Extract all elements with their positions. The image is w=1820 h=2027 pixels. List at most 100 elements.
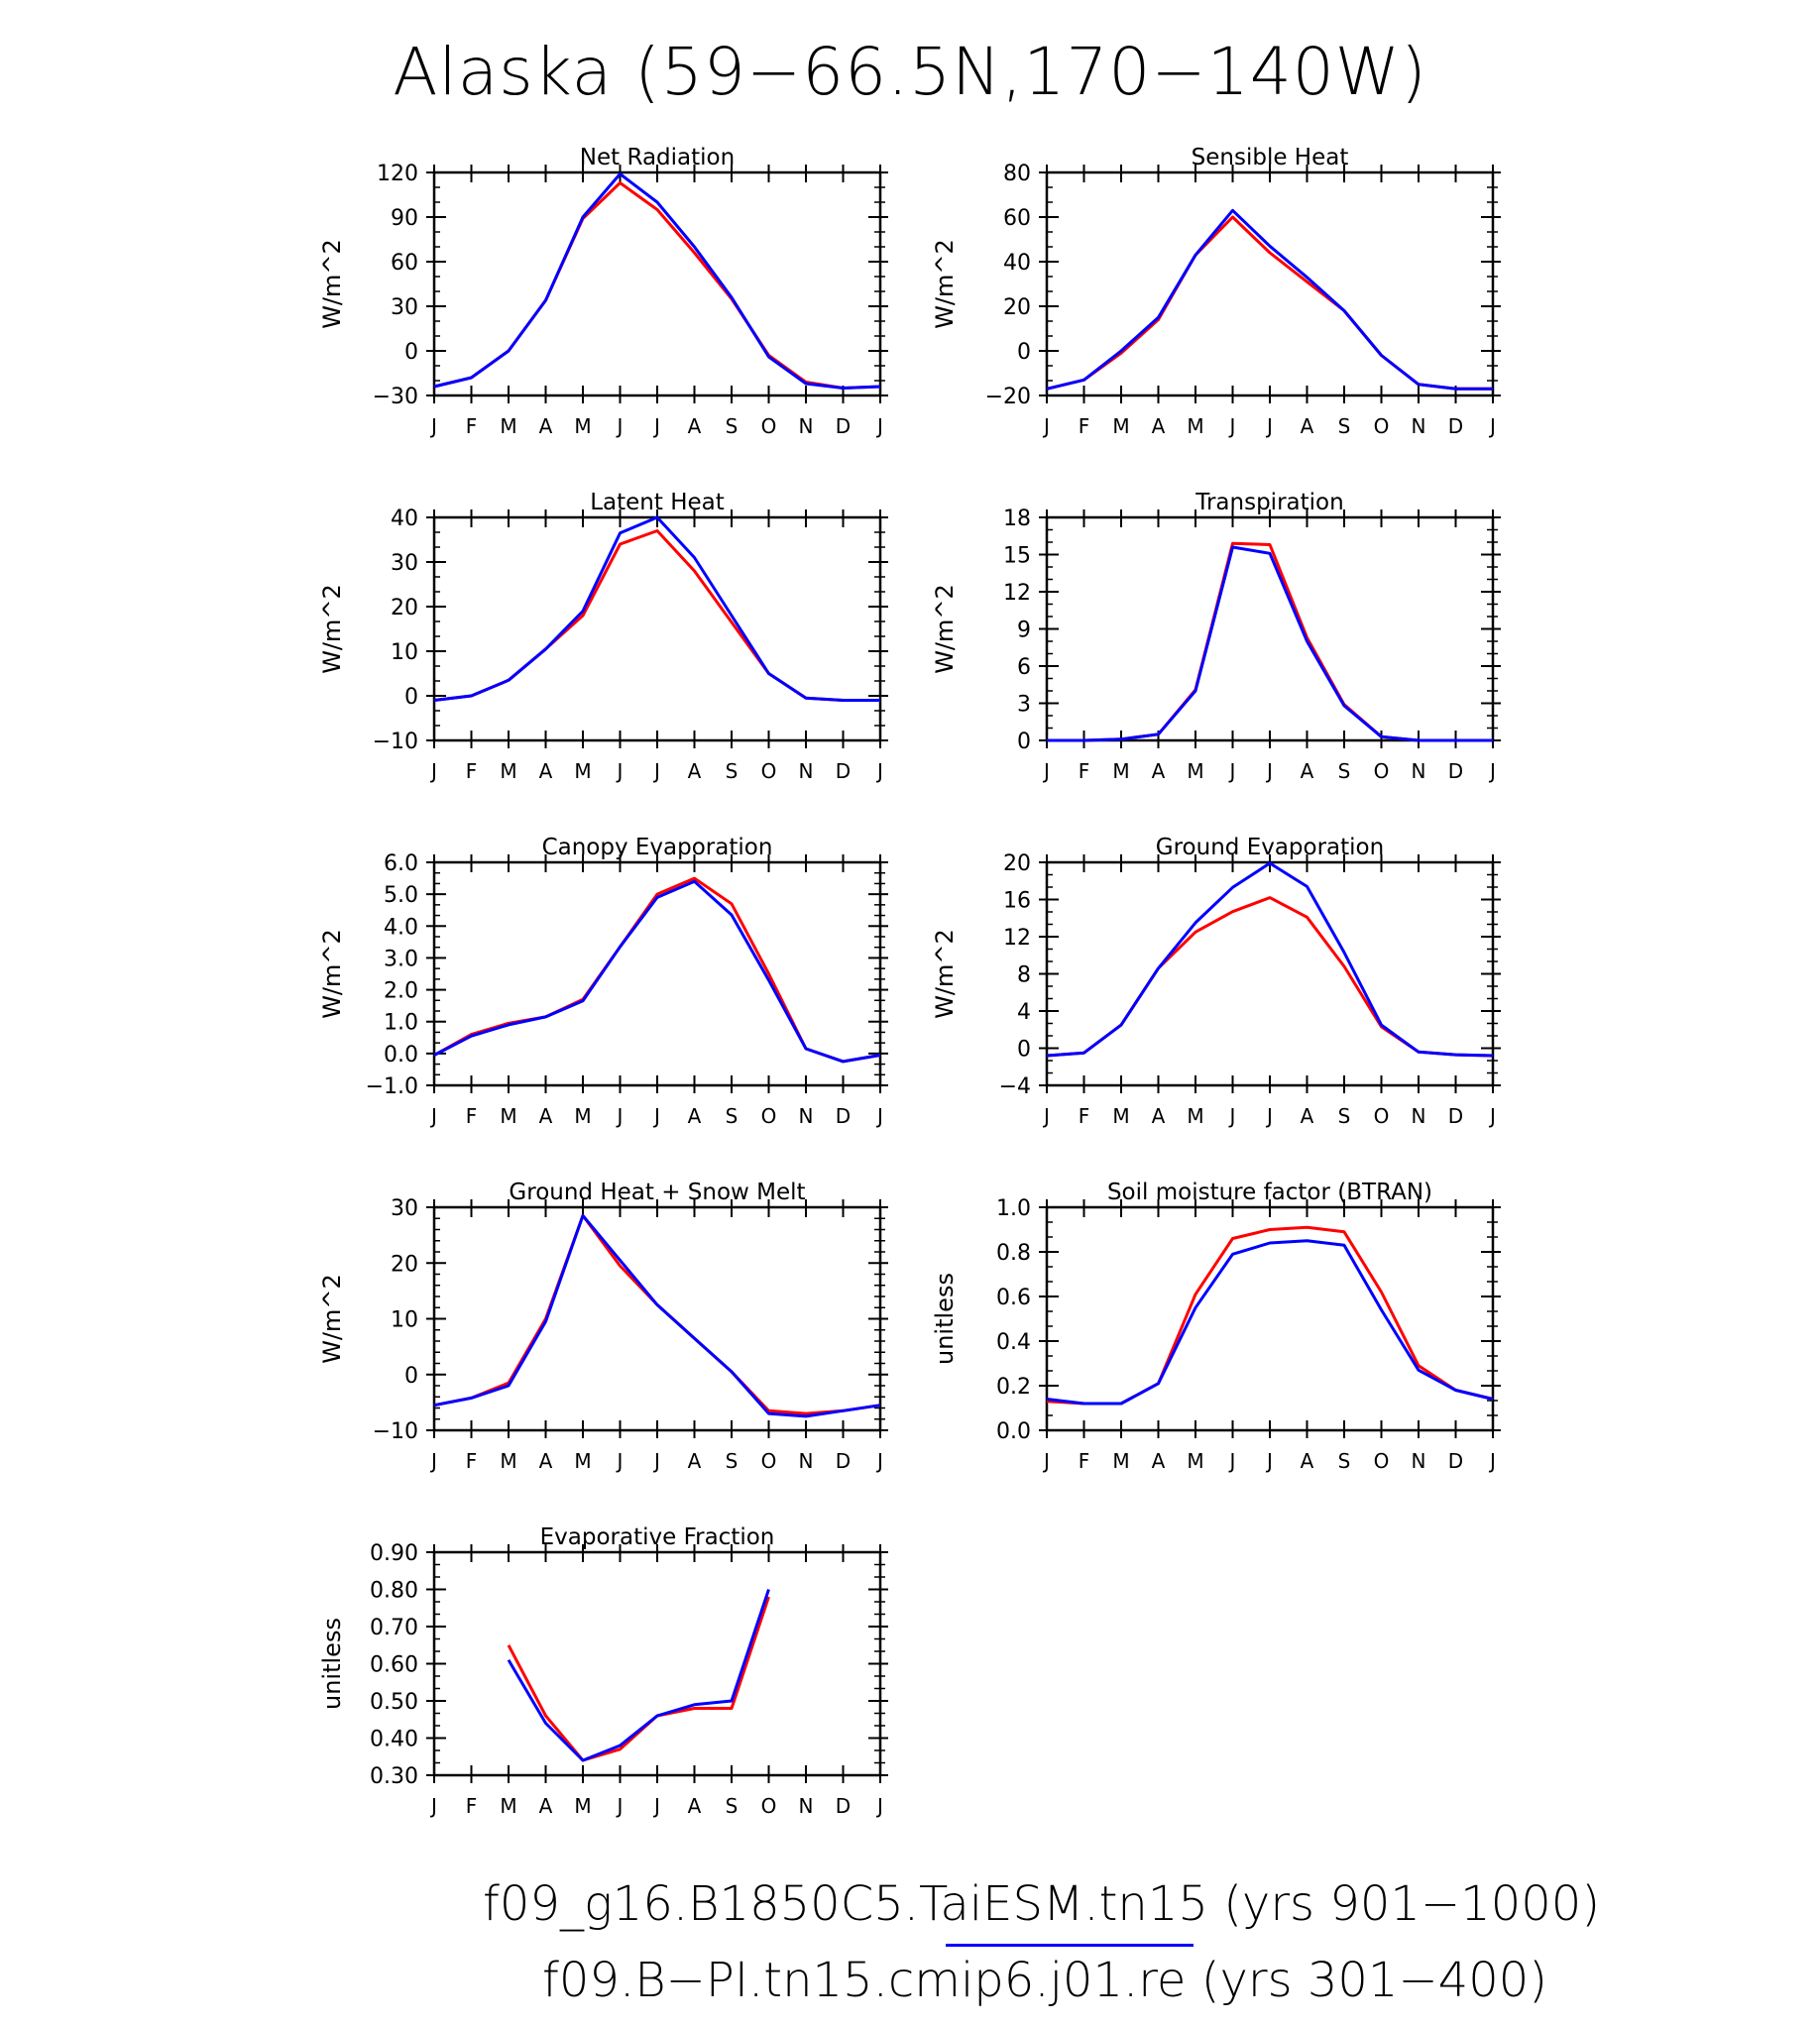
y-axis-label: W/m^2 bbox=[318, 584, 346, 674]
x-tick-label: D bbox=[1448, 1104, 1463, 1128]
y-tick-label: 20 bbox=[1003, 295, 1031, 320]
x-tick-label: D bbox=[836, 1794, 851, 1818]
x-tick-label: J bbox=[1265, 1104, 1273, 1128]
y-tick-label: 0.0 bbox=[384, 1043, 418, 1068]
chart-title: Canopy Evaporation bbox=[542, 835, 773, 860]
x-tick-label: J bbox=[1042, 1104, 1050, 1128]
x-tick-label: A bbox=[539, 1104, 553, 1128]
series-line-blue bbox=[1047, 545, 1493, 742]
x-tick-label: F bbox=[466, 1449, 478, 1473]
x-tick-label: S bbox=[1338, 1449, 1351, 1473]
x-tick-label: J bbox=[616, 414, 624, 438]
x-tick-label: F bbox=[466, 759, 478, 783]
x-tick-label: A bbox=[1152, 759, 1166, 783]
x-tick-label: M bbox=[1112, 759, 1129, 783]
x-tick-label: J bbox=[652, 1104, 660, 1128]
x-tick-label: M bbox=[1187, 1449, 1203, 1473]
x-tick-label: F bbox=[1079, 414, 1090, 438]
x-tick-label: A bbox=[1301, 1449, 1314, 1473]
y-tick-label: 0.4 bbox=[996, 1330, 1031, 1355]
x-tick-label: M bbox=[1187, 414, 1203, 438]
y-tick-label: 60 bbox=[391, 251, 418, 276]
y-tick-label: 3.0 bbox=[384, 947, 418, 971]
y-tick-label: 9 bbox=[1017, 619, 1031, 643]
x-tick-label: S bbox=[1338, 414, 1351, 438]
x-tick-label: J bbox=[1228, 759, 1236, 783]
x-tick-label: A bbox=[1301, 414, 1314, 438]
x-tick-label: F bbox=[466, 1794, 478, 1818]
x-tick-label: A bbox=[1152, 1449, 1166, 1473]
y-tick-label: 20 bbox=[391, 1252, 418, 1277]
y-tick-label: 30 bbox=[391, 551, 418, 576]
x-tick-label: J bbox=[429, 414, 437, 438]
x-tick-label: S bbox=[726, 1449, 739, 1473]
y-tick-label: −30 bbox=[373, 385, 418, 409]
x-tick-label: M bbox=[574, 1449, 591, 1473]
chart-panel-9: J F M A M J J A S O N D J0.300.400.500.600.700.800.9… bbox=[318, 1524, 888, 1818]
plot-frame bbox=[432, 1550, 882, 1777]
y-tick-label: 0.6 bbox=[996, 1286, 1031, 1310]
x-tick-label: J bbox=[652, 1794, 660, 1818]
main-title: Alaska (59−66.5N,170−140W) bbox=[393, 34, 1427, 110]
y-tick-label: 0 bbox=[404, 685, 418, 710]
x-tick-label: F bbox=[1079, 1104, 1090, 1128]
plot-frame bbox=[432, 1205, 882, 1432]
y-tick-label: 10 bbox=[391, 1308, 418, 1333]
x-tick-label: J bbox=[1042, 414, 1050, 438]
plot-frame bbox=[432, 515, 882, 742]
y-axis-label: unitless bbox=[318, 1618, 346, 1710]
y-tick-label: 80 bbox=[1003, 162, 1031, 186]
plot-frame bbox=[432, 170, 882, 397]
y-tick-label: 0.60 bbox=[370, 1653, 418, 1678]
series-line-red bbox=[1046, 1225, 1494, 1406]
x-tick-label: J bbox=[429, 1794, 437, 1818]
x-tick-label: S bbox=[726, 759, 739, 783]
x-tick-label: S bbox=[1338, 1104, 1351, 1128]
y-tick-label: 5.0 bbox=[384, 883, 418, 908]
x-tick-label: M bbox=[500, 1794, 516, 1818]
y-tick-label: 120 bbox=[377, 162, 418, 186]
x-tick-label: M bbox=[574, 1104, 591, 1128]
x-tick-label: J bbox=[875, 759, 883, 783]
x-tick-label: O bbox=[761, 1794, 777, 1818]
plot-frame bbox=[1045, 1205, 1495, 1432]
series-line-red bbox=[507, 1596, 770, 1762]
x-tick-label: M bbox=[500, 1104, 516, 1128]
chart-panel-4: J F M A M J J A S O N D J0369121518TranspirationW/m^… bbox=[931, 490, 1501, 783]
series-line-blue bbox=[433, 1213, 881, 1418]
x-tick-label: A bbox=[688, 1104, 702, 1128]
y-tick-label: 2.0 bbox=[384, 979, 418, 1004]
x-tick-label: M bbox=[1187, 1104, 1203, 1128]
x-tick-label: S bbox=[726, 1794, 739, 1818]
y-tick-label: 0.90 bbox=[370, 1541, 418, 1566]
x-tick-label: F bbox=[466, 1104, 478, 1128]
x-tick-label: A bbox=[688, 759, 702, 783]
y-tick-label: 60 bbox=[1003, 206, 1031, 231]
series-line-red bbox=[1046, 215, 1493, 391]
y-tick-label: 0.40 bbox=[370, 1728, 418, 1752]
y-tick-label: 0 bbox=[1017, 730, 1031, 754]
y-tick-label: 1.0 bbox=[996, 1196, 1031, 1221]
x-tick-label: J bbox=[875, 1794, 883, 1818]
x-tick-label: M bbox=[500, 414, 516, 438]
y-tick-label: 30 bbox=[391, 295, 418, 320]
y-tick-label: 1.0 bbox=[384, 1011, 418, 1036]
x-tick-label: D bbox=[1448, 1449, 1463, 1473]
x-tick-label: J bbox=[429, 759, 437, 783]
x-tick-label: S bbox=[726, 414, 739, 438]
chart-title: Evaporative Fraction bbox=[540, 1524, 775, 1550]
x-tick-label: J bbox=[616, 1104, 624, 1128]
y-tick-label: 0.80 bbox=[370, 1579, 418, 1604]
x-tick-label: M bbox=[500, 759, 516, 783]
y-tick-label: 20 bbox=[1003, 851, 1031, 876]
x-tick-label: J bbox=[652, 759, 660, 783]
y-tick-label: 0.8 bbox=[996, 1241, 1031, 1266]
x-tick-label: J bbox=[429, 1104, 437, 1128]
y-tick-label: 4.0 bbox=[384, 915, 418, 940]
x-tick-label: N bbox=[1412, 1104, 1426, 1128]
chart-title: Ground Heat + Snow Melt bbox=[509, 1180, 805, 1205]
x-tick-label: F bbox=[1079, 1449, 1090, 1473]
